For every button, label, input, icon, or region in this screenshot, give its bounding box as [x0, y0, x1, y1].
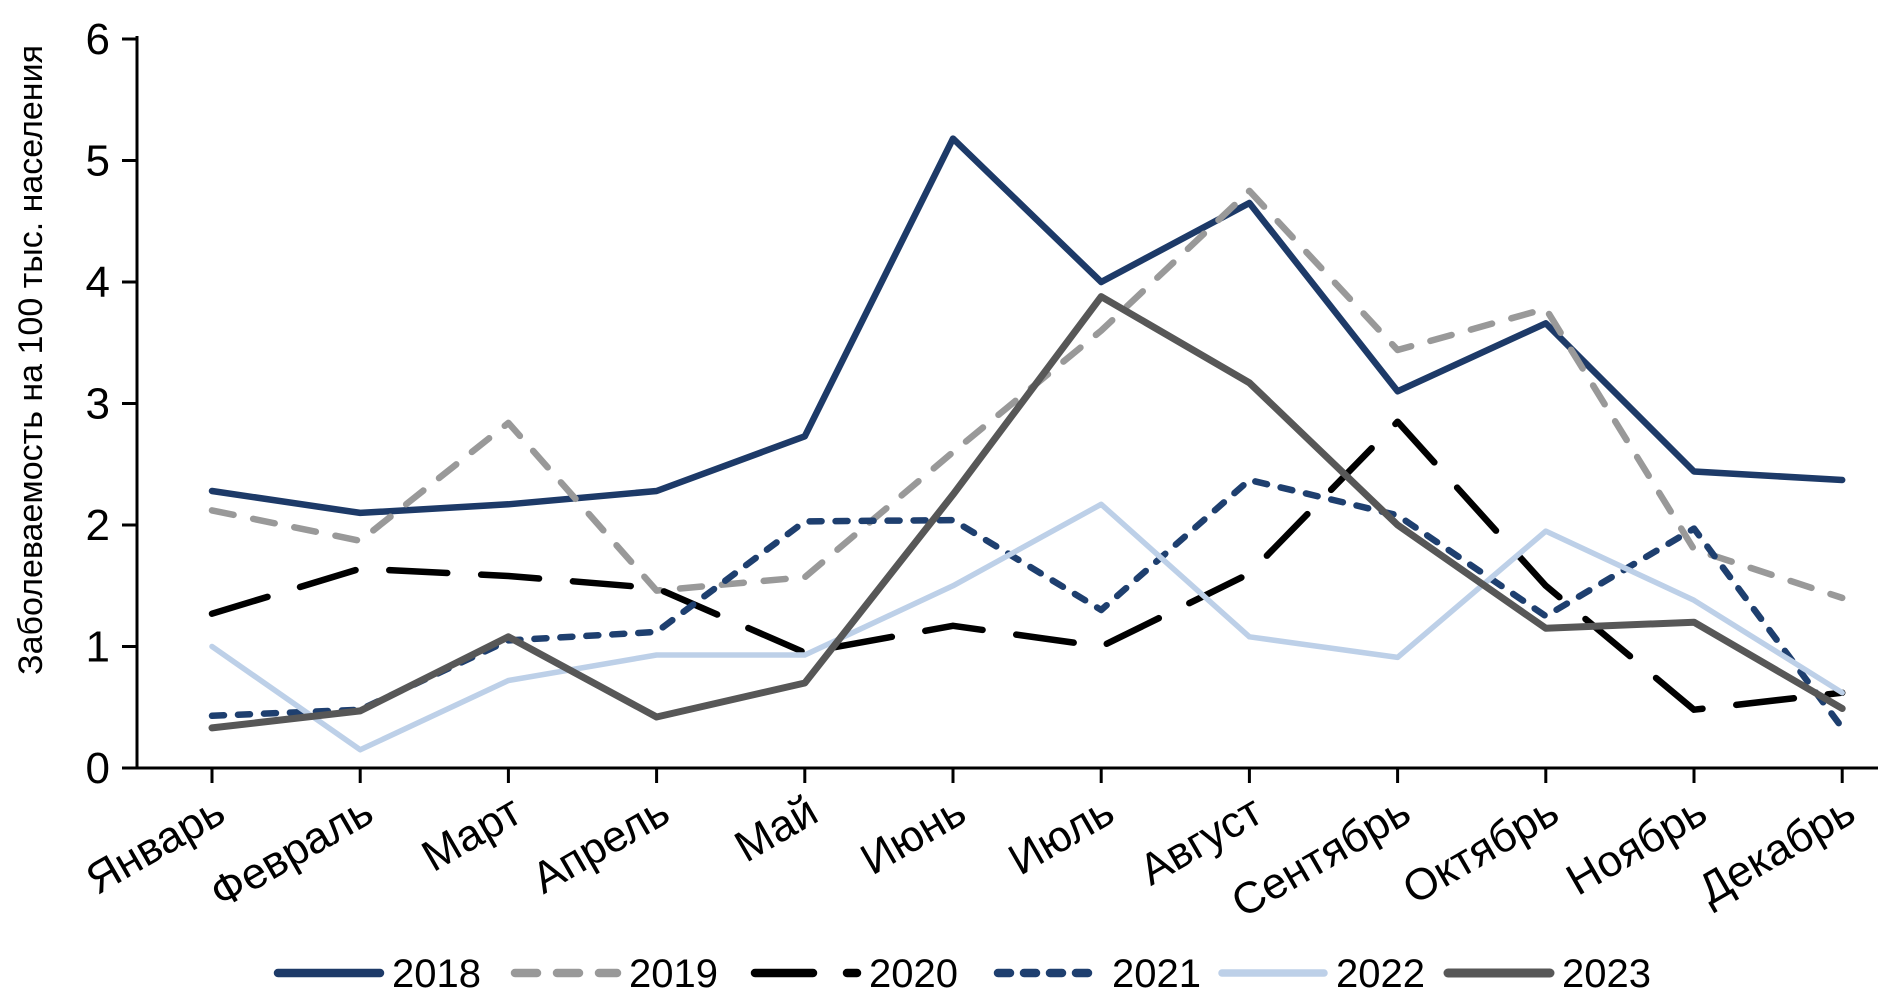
y-tick-label: 1 — [86, 623, 110, 672]
x-tick-label-month: Апрель — [524, 786, 678, 903]
x-tick-label-month: Февраль — [202, 786, 381, 918]
legend-label-2022: 2022 — [1336, 952, 1425, 996]
x-tick-label-month: Ноябрь — [1558, 786, 1715, 905]
x-tick-label-month: Октябрь — [1395, 786, 1567, 914]
x-tick-label-month: Июль — [1000, 786, 1122, 885]
y-tick-label: 3 — [86, 380, 110, 429]
x-tick-label-month: Март — [414, 786, 530, 881]
y-tick-label: 0 — [86, 744, 110, 793]
series-line-2018 — [208, 135, 1846, 517]
legend-label-2021: 2021 — [1112, 952, 1201, 996]
y-tick-label: 6 — [86, 15, 110, 64]
legend-label-2023: 2023 — [1562, 952, 1651, 996]
x-tick-label-month: Декабрь — [1690, 786, 1863, 914]
y-tick-label: 2 — [86, 501, 110, 550]
series-line-2019 — [208, 187, 1846, 602]
x-tick-label-month: Июнь — [853, 786, 974, 884]
y-tick-label: 5 — [86, 137, 110, 186]
x-tick-label-month: Май — [727, 786, 826, 872]
legend-label-2018: 2018 — [392, 952, 481, 996]
series-line-2022 — [209, 501, 1845, 753]
legend-label-2020: 2020 — [869, 952, 958, 996]
legend-label-2019: 2019 — [629, 952, 718, 996]
series-line-2020 — [208, 418, 1846, 713]
series-line-2021 — [208, 476, 1846, 732]
y-tick-label: 4 — [86, 258, 110, 307]
series-line-2023 — [208, 293, 1846, 732]
y-axis-title: Заболеваемость на 100 тыс. населения — [12, 45, 50, 675]
